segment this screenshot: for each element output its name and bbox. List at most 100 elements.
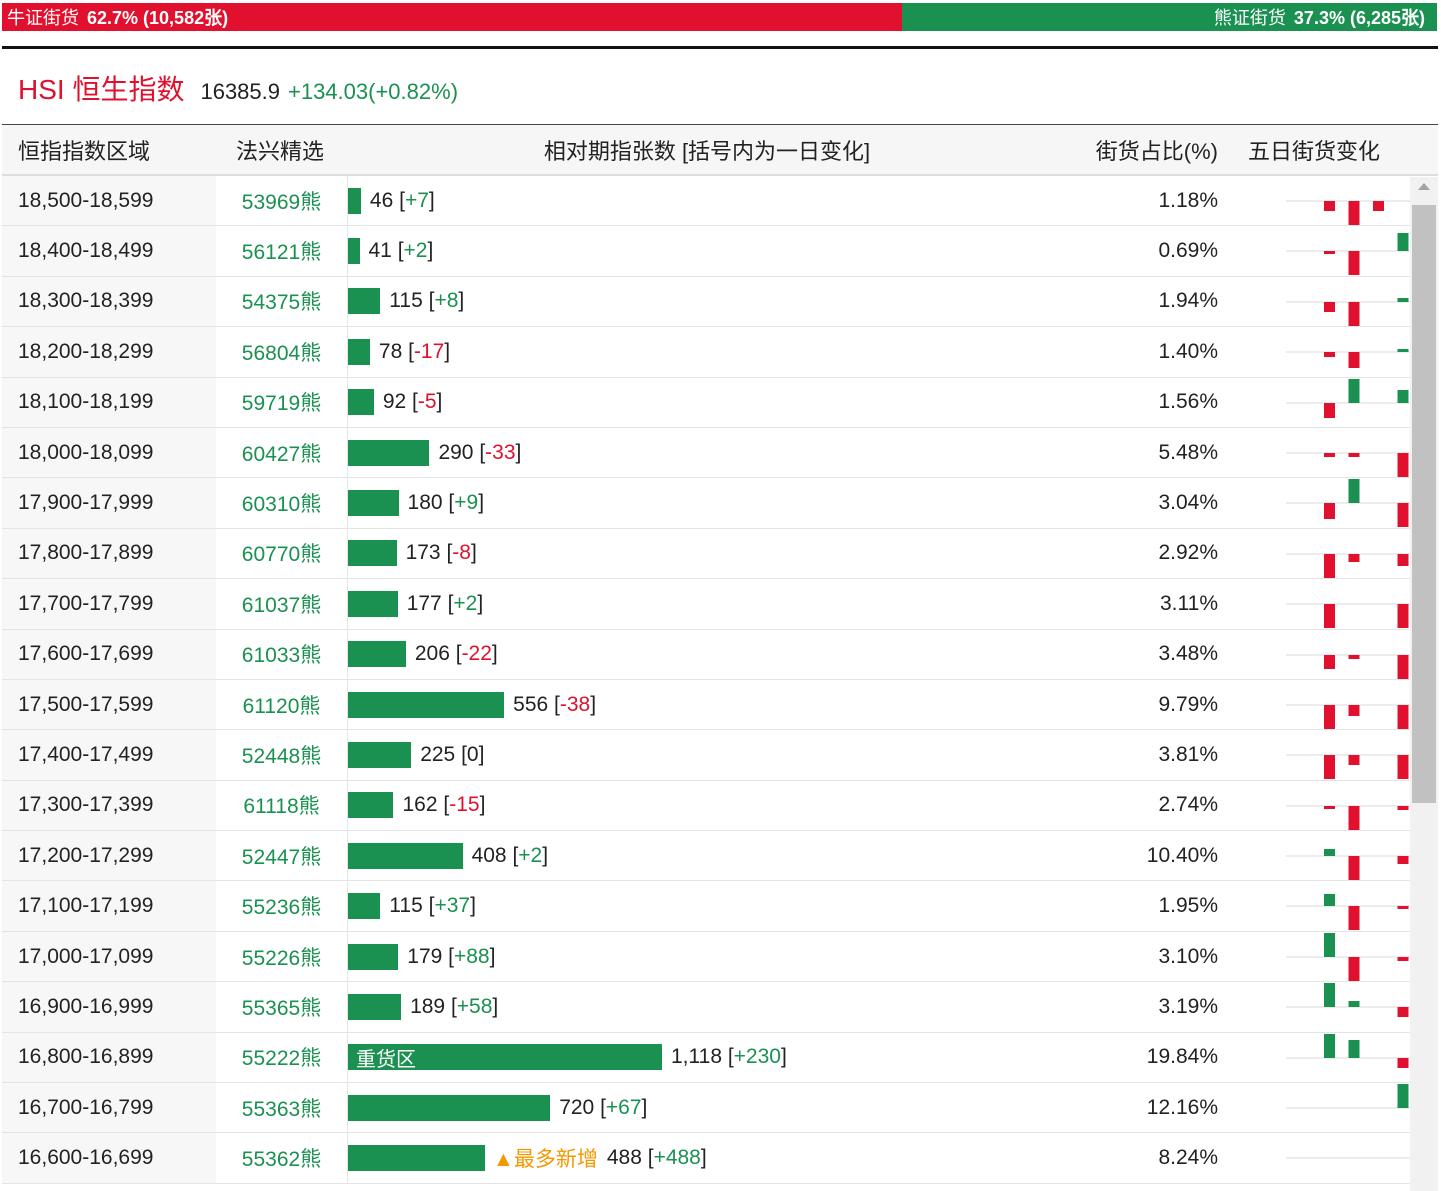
five-day-bar [1324,894,1335,907]
count-value: 162 [402,793,438,817]
range-cell: 18,400-18,499 [2,226,216,276]
five-day-bar [1397,1007,1409,1018]
table-row: 16,600-16,699 55362熊 ▲最多新增 488 [+488] 8.24% [2,1133,1410,1184]
count-label: 206 [-22] [414,642,498,666]
warrant-code-link[interactable]: 61033熊 [216,629,348,679]
five-day-bar [1397,553,1409,566]
count-value: 173 [405,541,441,565]
table-row: 17,800-17,899 60770熊 173 [-8] 2.92% [2,528,1410,580]
delta-value: +2 [403,239,428,263]
warrant-code-link[interactable]: 60770熊 [216,528,348,579]
share-pct: 3.48% [1158,642,1218,666]
count-bar-cell: 408 [+2] [348,831,1066,880]
five-day-bar [1397,805,1409,810]
five-day-bar [1348,704,1360,716]
bull-value: 62.7% (10,582张) [87,8,229,28]
count-bar-cell: 41 [+2] [348,226,1066,275]
five-day-chart [1234,1083,1410,1132]
count-value: 556 [513,692,549,716]
count-bar [348,590,398,617]
five-day-bar [1324,983,1335,1008]
share-pct: 19.84% [1146,1045,1218,1069]
scroll-up-arrow-icon[interactable] [1418,183,1430,190]
share-pct: 2.92% [1158,541,1218,565]
count-value: 41 [368,239,392,263]
bull-bear-ratio-bar: 牛证街货 62.7% (10,582张) 熊证街货 37.3% (6,285张) [2,3,1437,31]
range-cell: 18,100-18,199 [2,377,216,427]
five-day-chart [1234,1133,1410,1182]
count-label: 179 [+88] [407,944,496,968]
share-pct: 5.48% [1158,440,1218,464]
five-day-chart [1234,831,1410,881]
heavy-zone-label: 重货区 [356,1048,416,1071]
count-bar [348,238,360,265]
index-change: +134.03(+0.82%) [288,79,459,104]
share-pct: 1.18% [1158,188,1218,212]
five-day-bar [1348,352,1360,369]
count-bar-cell: 179 [+88] [348,932,1066,981]
index-name: HSI 恒生指数 [18,74,185,105]
count-bar-cell: 46 [+7] [348,176,1066,225]
warrant-code-link[interactable]: 52448熊 [216,730,348,780]
warrant-code-link[interactable]: 60427熊 [216,427,348,478]
delta-value: -8 [452,541,471,565]
table-row: 16,800-16,899 55222熊 重货区 1,118 [+230] 19.84% [2,1032,1410,1084]
range-cell: 17,600-17,699 [2,629,216,679]
five-day-bar [1348,654,1360,659]
count-value: 180 [407,491,443,515]
header-range: 恒指指数区域 [18,138,151,164]
five-day-chart [1234,327,1410,376]
warrant-code-link[interactable]: 61118熊 [216,780,348,831]
five-day-chart [1234,730,1410,780]
warrant-code-link[interactable]: 55226熊 [216,931,348,982]
warrant-code-link[interactable]: 52447熊 [216,831,348,881]
warrant-code-link[interactable]: 55362熊 [216,1133,348,1183]
range-cell: 17,500-17,599 [2,679,216,730]
table-row: 17,300-17,399 61118熊 162 [-15] 2.74% [2,780,1410,832]
five-day-bar [1397,349,1409,353]
warrant-code-link[interactable]: 55365熊 [216,982,348,1032]
warrant-code-link[interactable]: 53969熊 [216,176,348,226]
delta-value: +2 [518,843,543,867]
range-cell: 18,300-18,399 [2,276,216,327]
warrant-code-link[interactable]: 56121熊 [216,226,348,276]
count-value: 290 [438,440,474,464]
count-label: 189 [+58] [410,994,499,1018]
count-bar-cell: 206 [-22] [348,630,1066,679]
five-day-bar [1397,604,1409,629]
count-label: 290 [-33] [438,440,522,464]
warrant-code-link[interactable]: 61120熊 [216,679,348,730]
count-label: 180 [+9] [407,491,485,515]
share-pct: 12.16% [1146,1095,1218,1119]
index-header: HSI 恒生指数 16385.9 +134.03(+0.82%) [18,68,459,105]
share-pct: 3.10% [1158,944,1218,968]
warrant-code-link[interactable]: 55363熊 [216,1083,348,1133]
share-pct: 1.94% [1158,289,1218,313]
five-day-bar [1348,301,1360,326]
warrant-code-link[interactable]: 59719熊 [216,377,348,427]
table-row: 18,200-18,299 56804熊 78 [-17] 1.40% [2,327,1410,378]
table-row: 17,100-17,199 55236熊 115 [+37] 1.95% [2,881,1410,932]
warrant-code-link[interactable]: 55222熊 [216,1032,348,1083]
five-day-chart [1234,630,1410,679]
range-cell: 17,000-17,099 [2,931,216,982]
range-cell: 17,900-17,999 [2,478,216,528]
count-bar [348,993,402,1020]
table-row: 16,900-16,999 55365熊 189 [+58] 3.19% [2,982,1410,1033]
scrollbar[interactable] [1410,177,1438,1191]
five-day-bar [1324,553,1335,578]
count-bar-cell: 180 [+9] [348,478,1066,527]
warrant-code-link[interactable]: 55236熊 [216,881,348,931]
count-bar-cell: 115 [+37] [348,881,1066,930]
five-day-chart [1234,881,1410,931]
range-cell: 16,900-16,999 [2,982,216,1032]
count-bar [348,943,399,970]
warrant-code-link[interactable]: 60310熊 [216,478,348,528]
five-day-bar [1324,849,1335,857]
warrant-code-link[interactable]: 54375熊 [216,276,348,327]
table-header: 恒指指数区域 法兴精选 相对期指张数 [括号内为一日变化] 街货占比(%) 五日… [2,125,1438,176]
warrant-code-link[interactable]: 56804熊 [216,327,348,377]
warrant-code-link[interactable]: 61037熊 [216,579,348,629]
scroll-thumb[interactable] [1412,205,1436,803]
bull-ratio-segment: 牛证街货 62.7% (10,582张) [2,3,902,31]
